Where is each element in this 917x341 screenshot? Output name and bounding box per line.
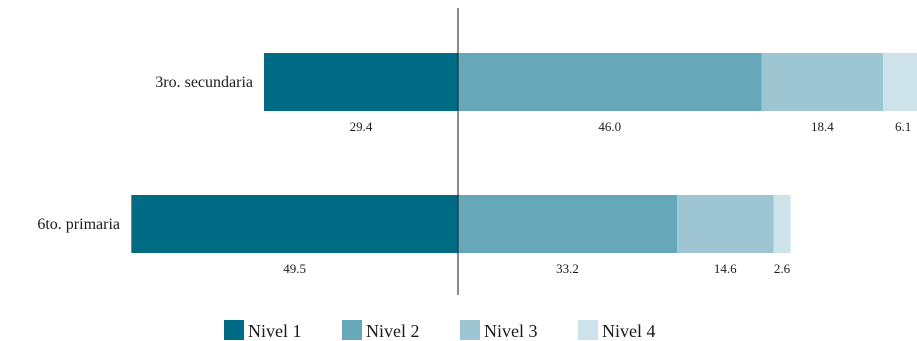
category-label: 3ro. secundaria — [155, 74, 253, 91]
category-label: 6to. primaria — [37, 216, 120, 233]
bar-segment — [458, 53, 762, 111]
value-label: 18.4 — [811, 119, 834, 134]
bar-segment — [883, 53, 917, 111]
legend-label: Nivel 1 — [248, 321, 302, 341]
bar-segment — [263, 53, 458, 111]
bar-segment — [677, 195, 774, 253]
value-label: 49.5 — [283, 261, 306, 276]
legend-swatch — [578, 320, 598, 340]
value-label: 29.4 — [350, 119, 373, 134]
legend-label: Nivel 2 — [366, 321, 420, 341]
value-label: 2.6 — [774, 261, 791, 276]
legend-swatch — [342, 320, 362, 340]
legend-swatch — [460, 320, 480, 340]
value-label: 46.0 — [598, 119, 621, 134]
bar-segment — [761, 53, 884, 111]
legend: Nivel 1 Nivel 2 Nivel 3 Nivel 4 — [224, 320, 656, 341]
legend-swatch — [224, 320, 244, 340]
legend-label: Nivel 4 — [602, 321, 656, 341]
bar-segment — [458, 195, 678, 253]
bars-group — [131, 53, 917, 253]
value-label: 33.2 — [556, 261, 579, 276]
value-label: 14.6 — [714, 261, 737, 276]
bar-segment — [131, 195, 459, 253]
value-labels-group: 29.4 46.0 18.4 6.1 49.5 33.2 14.6 2.6 — [283, 119, 911, 276]
legend-label: Nivel 3 — [484, 321, 538, 341]
category-labels-group: 3ro. secundaria 6to. primaria — [37, 74, 253, 233]
value-label: 6.1 — [895, 119, 911, 134]
bar-segment — [773, 195, 791, 253]
